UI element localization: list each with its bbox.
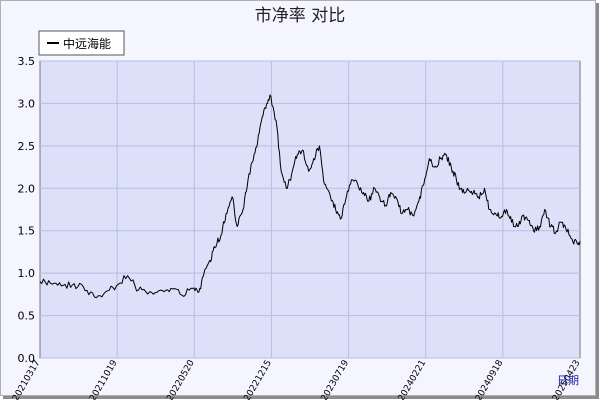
series-layer <box>39 94 581 299</box>
y-tick-label: 1.0 <box>18 267 36 280</box>
legend: 中远海能 <box>38 30 125 56</box>
chart-title: 市净率 对比 <box>255 6 345 26</box>
y-tick-label: 3.0 <box>18 97 36 110</box>
grid <box>40 60 580 359</box>
y-tick-label: 3.5 <box>18 55 36 68</box>
x-tick-label: 20211019 <box>88 358 120 400</box>
x-tick-label: 20240918 <box>474 358 506 400</box>
y-tick-label: 2.5 <box>18 140 36 153</box>
x-tick-label: 20221215 <box>242 359 274 400</box>
y-tick-label: 1.5 <box>18 225 36 238</box>
legend-label: 中远海能 <box>63 36 111 51</box>
y-tick-label: 0.0 <box>18 352 36 365</box>
plot-area <box>39 60 581 359</box>
x-tick-label: 20230719 <box>320 358 352 400</box>
x-axis-label: 日期 <box>557 374 579 387</box>
y-tick-label: 2.0 <box>18 182 36 195</box>
x-tick-label: 20240221 <box>397 359 429 400</box>
series-line-0 <box>39 94 581 299</box>
y-tick-label: 0.5 <box>18 310 36 323</box>
x-tick-label: 20220520 <box>165 358 197 400</box>
